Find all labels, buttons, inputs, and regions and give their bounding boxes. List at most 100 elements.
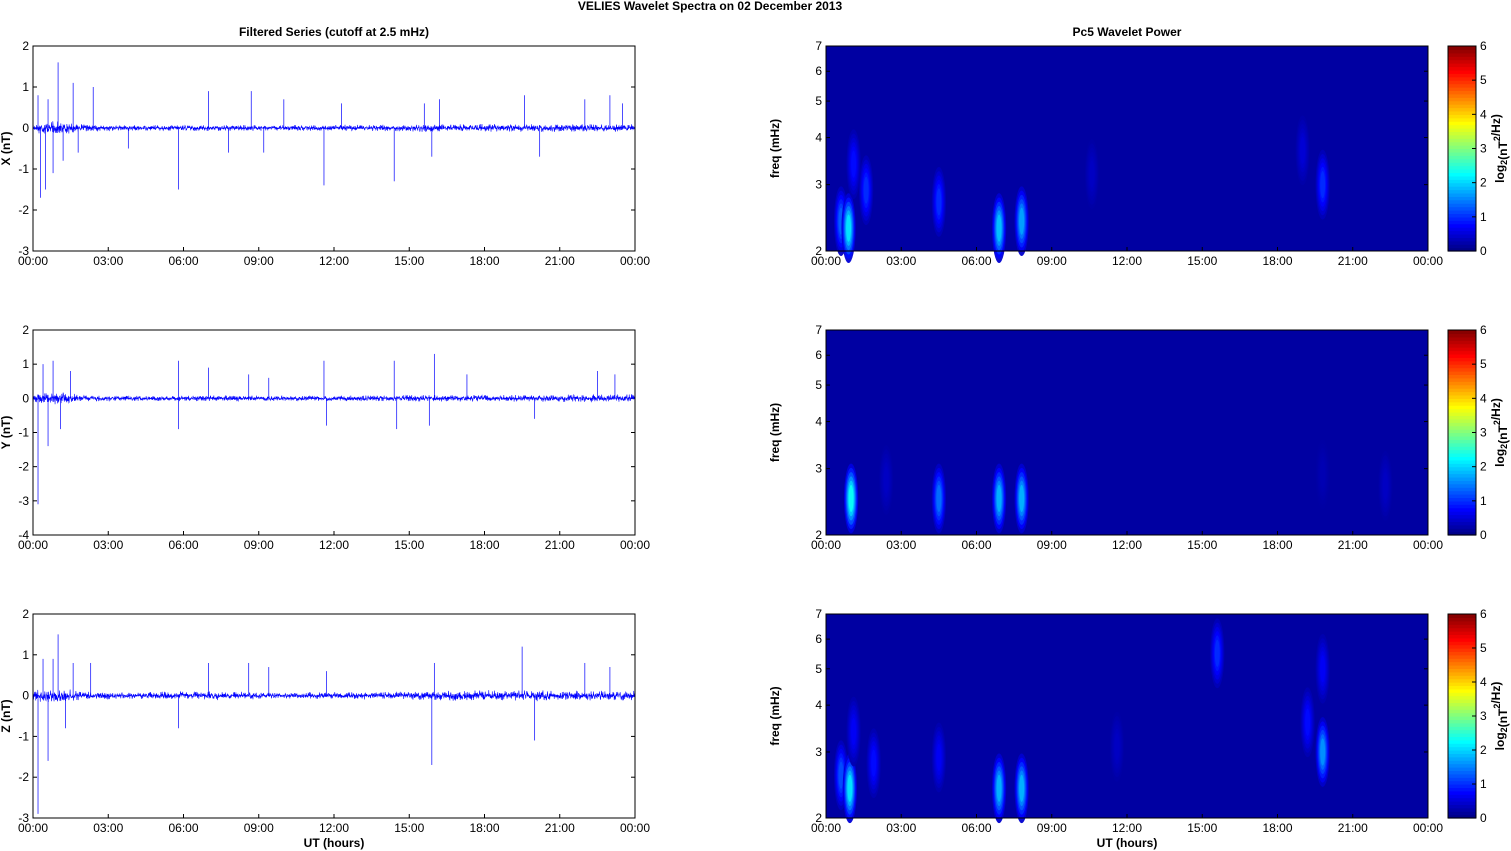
colorbar-segment <box>1448 750 1476 754</box>
colorbar-segment <box>1448 497 1476 502</box>
y-axis-label: freq (mHz) <box>768 119 782 178</box>
x-tick-label: 00:00 <box>1413 254 1443 268</box>
colorbar-segment <box>1448 56 1476 61</box>
colorbar-segment <box>1448 794 1476 799</box>
colorbar: 0 1 2 3 4 5 6 log2(nT2/Hz) <box>1447 607 1510 825</box>
x-tick-label: 15:00 <box>394 254 424 268</box>
x-tick-label: 09:00 <box>1037 538 1067 552</box>
colorbar-segment <box>1448 756 1476 761</box>
colorbar-segment <box>1448 702 1476 707</box>
x-tick-label: 12:00 <box>319 538 349 552</box>
x-tick-label: 21:00 <box>1338 254 1368 268</box>
colorbar-tick-label: 1 <box>1480 777 1487 791</box>
power-blob <box>1382 472 1388 500</box>
y-axis-label: Y (nT) <box>0 416 13 450</box>
colorbar-segment <box>1448 247 1476 252</box>
x-tick-label: 06:00 <box>168 254 198 268</box>
y-tick-label: 2 <box>815 811 822 825</box>
plot-frame <box>825 329 1429 536</box>
colorbar-segment <box>1448 773 1476 778</box>
colorbar-segment <box>1448 175 1476 180</box>
colorbar-segment <box>1448 388 1476 393</box>
colorbar-segment <box>1448 620 1476 625</box>
plot-frame <box>32 45 636 252</box>
x-axis-label-left: UT (hours) <box>304 836 365 850</box>
colorbar-segment <box>1448 107 1476 112</box>
x-tick-label: 00:00 <box>18 821 48 835</box>
colorbar-tick-label: 6 <box>1480 39 1487 53</box>
colorbar-segment <box>1448 517 1476 522</box>
colorbar-segment <box>1448 432 1476 437</box>
colorbar-segment <box>1448 804 1476 809</box>
colorbar-segment <box>1448 415 1476 420</box>
x-tick-label: 06:00 <box>961 538 991 552</box>
power-blob <box>936 743 942 772</box>
colorbar-segment <box>1448 186 1476 191</box>
colorbar-segment <box>1448 634 1476 639</box>
colorbar-segment <box>1448 654 1476 659</box>
colorbar-segment <box>1448 473 1476 478</box>
y-tick-label: 4 <box>815 131 822 145</box>
colorbar-segment <box>1448 524 1476 529</box>
colorbar-segment <box>1448 114 1476 119</box>
y-tick-label: 2 <box>22 323 29 337</box>
colorbar-segment <box>1448 357 1476 362</box>
power-blob <box>996 484 1002 513</box>
y-tick-label: 5 <box>815 94 822 108</box>
x-tick-label: 15:00 <box>394 821 424 835</box>
colorbar-segment <box>1448 531 1476 536</box>
colorbar-segment <box>1448 780 1476 785</box>
colorbar-segment <box>1448 206 1476 211</box>
colorbar-segment <box>1448 90 1476 95</box>
colorbar-segment <box>1448 360 1476 365</box>
colorbar-segment <box>1448 514 1476 519</box>
colorbar-segment <box>1448 110 1476 115</box>
colorbar-segment <box>1448 52 1476 57</box>
heatmap-background <box>826 614 1428 818</box>
y-tick-label: 4 <box>815 415 822 429</box>
colorbar-segment <box>1448 151 1476 156</box>
colorbar-segment <box>1448 182 1476 187</box>
colorbar-segment <box>1448 128 1476 133</box>
colorbar-segment <box>1448 138 1476 143</box>
colorbar-segment <box>1448 733 1476 737</box>
colorbar-segment <box>1448 145 1476 150</box>
colorbar-segment <box>1448 367 1476 372</box>
colorbar-segment <box>1448 521 1476 526</box>
colorbar-tick-label: 3 <box>1480 426 1487 440</box>
colorbar: 0 1 2 3 4 5 6 log2(nT2/Hz) <box>1447 323 1510 542</box>
colorbar-segment <box>1448 617 1476 622</box>
power-blob <box>863 176 869 204</box>
colorbar-segment <box>1448 456 1476 461</box>
colorbar-segment <box>1448 199 1476 204</box>
y-tick-label: -4 <box>18 528 29 542</box>
colorbar-segment <box>1448 213 1476 218</box>
colorbar-segment <box>1448 511 1476 516</box>
colorbar-segment <box>1448 665 1476 669</box>
colorbar-segment <box>1448 364 1476 369</box>
y-tick-label: -3 <box>18 494 29 508</box>
y-tick-label: 3 <box>815 178 822 192</box>
colorbar-segment <box>1448 709 1476 714</box>
colorbar-segment <box>1448 476 1476 481</box>
x-tick-label: 00:00 <box>18 538 48 552</box>
x-tick-label: 15:00 <box>394 538 424 552</box>
x-tick-label: 06:00 <box>961 821 991 835</box>
power-blob <box>1114 733 1120 761</box>
y-tick-label: -1 <box>18 162 29 176</box>
power-blob <box>1089 160 1095 188</box>
colorbar-segment <box>1448 487 1476 492</box>
colorbar-segment <box>1448 682 1476 686</box>
colorbar-tick-label: 5 <box>1480 357 1487 371</box>
colorbar: 0 1 2 3 4 5 6 log2(nT2/Hz) <box>1447 39 1510 258</box>
colorbar-segment <box>1448 651 1476 656</box>
y-axis-label: freq (mHz) <box>768 403 782 462</box>
right-column-title: Pc5 Wavelet Power <box>1073 25 1182 39</box>
colorbar-segment <box>1448 449 1476 454</box>
colorbar-segment <box>1448 350 1476 355</box>
colorbar-segment <box>1448 801 1476 805</box>
y-tick-label: 1 <box>22 648 29 662</box>
colorbar-segment <box>1448 671 1476 676</box>
x-tick-label: 21:00 <box>545 254 575 268</box>
